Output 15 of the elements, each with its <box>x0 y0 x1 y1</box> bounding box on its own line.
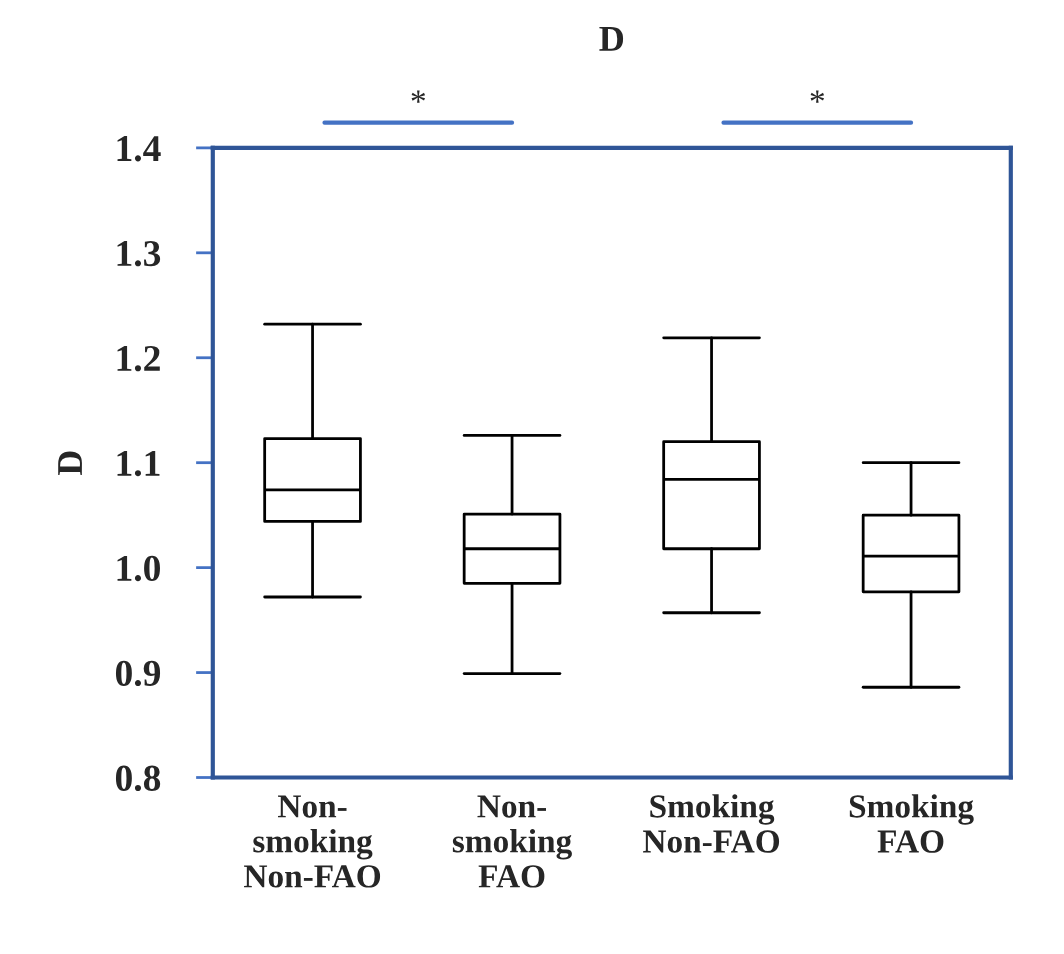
text: * <box>810 90 825 103</box>
x-tick-label: Non- smoking Non-FAO <box>244 795 381 888</box>
y-tick-label: 1.1 <box>117 450 160 477</box>
y-tick-label: 1.0 <box>117 555 160 582</box>
x-tick-label: Non- smoking FAO <box>452 795 572 888</box>
chart-title: D <box>599 27 624 51</box>
x-tick-label: Smoking FAO <box>849 794 974 853</box>
x-tick-label: Smoking Non-FAO <box>643 794 780 853</box>
y-tick-label: 1.3 <box>117 240 161 267</box>
y-tick-label: 0.9 <box>115 660 161 687</box>
y-tick-label: 0.8 <box>115 765 161 792</box>
y-tick-label: 1.4 <box>117 136 161 162</box>
text: * <box>411 90 426 103</box>
y-tick-label: 1.2 <box>117 345 160 372</box>
y-axis-title: D <box>58 451 82 476</box>
